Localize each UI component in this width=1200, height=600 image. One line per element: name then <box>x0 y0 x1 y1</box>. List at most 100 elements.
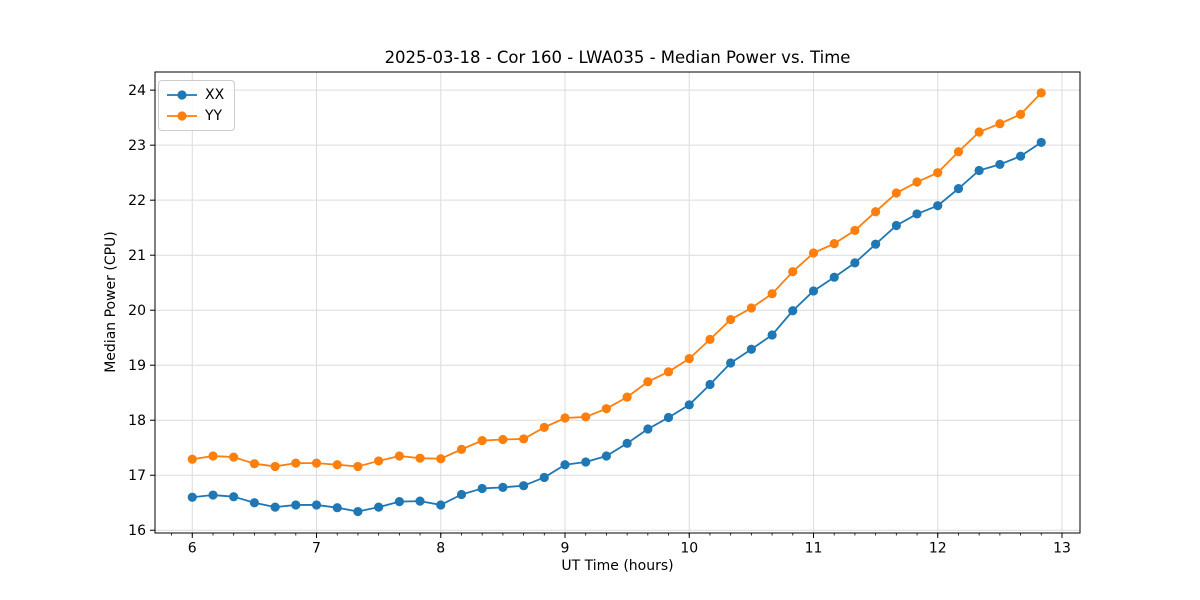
data-point-yy <box>374 456 384 466</box>
data-point-yy <box>912 177 922 187</box>
data-point-xx <box>1016 151 1026 161</box>
y-tick-label: 20 <box>128 303 146 319</box>
y-tick-label: 17 <box>128 468 146 484</box>
y-tick-label: 21 <box>128 248 146 264</box>
data-point-yy <box>498 434 508 445</box>
data-point-yy <box>953 147 964 157</box>
data-point-xx <box>353 506 363 517</box>
data-point-xx <box>829 272 839 282</box>
data-point-xx <box>871 239 881 249</box>
data-point-xx <box>808 286 819 296</box>
data-point-xx <box>560 460 570 470</box>
data-point-yy <box>581 412 591 422</box>
data-point-yy <box>622 392 632 402</box>
data-point-xx <box>788 306 798 316</box>
data-point-yy <box>601 404 611 414</box>
data-point-xx <box>581 457 591 467</box>
data-point-yy <box>871 207 881 217</box>
data-point-yy <box>291 458 301 468</box>
legend-entry-xx: XX <box>166 86 224 104</box>
data-point-xx <box>456 489 467 500</box>
x-tick-label: 11 <box>805 541 823 557</box>
data-point-xx <box>995 159 1005 170</box>
chart-title: 2025-03-18 - Cor 160 - LWA035 - Median P… <box>384 48 851 67</box>
data-point-yy <box>187 454 197 464</box>
series-line-xx <box>191 141 1043 513</box>
data-point-xx <box>684 400 694 410</box>
x-tick-label: 12 <box>929 541 947 557</box>
data-point-yy <box>519 434 529 444</box>
data-point-yy <box>332 460 342 470</box>
y-tick-label: 16 <box>128 523 146 539</box>
y-tick-label: 18 <box>128 413 146 429</box>
data-point-yy <box>850 225 860 236</box>
data-point-yy <box>891 188 901 198</box>
data-point-xx <box>767 330 777 340</box>
data-point-yy <box>933 168 943 178</box>
axes-frame <box>154 71 1081 534</box>
data-point-yy <box>705 334 715 344</box>
data-point-xx <box>436 500 446 510</box>
data-point-xx <box>601 451 611 461</box>
data-point-xx <box>1036 137 1046 148</box>
data-point-xx <box>498 482 508 492</box>
data-point-xx <box>415 496 425 506</box>
data-point-yy <box>663 367 674 377</box>
data-point-xx <box>850 258 860 268</box>
x-tick-label: 6 <box>188 541 197 557</box>
data-point-xx <box>208 490 218 500</box>
data-point-xx <box>622 438 632 448</box>
data-point-yy <box>788 267 798 277</box>
data-point-yy <box>746 303 756 313</box>
data-point-xx <box>477 483 487 494</box>
data-point-xx <box>332 503 342 513</box>
data-point-yy <box>974 127 984 137</box>
y-tick-label: 23 <box>128 138 146 154</box>
y-tick-label: 24 <box>128 83 146 99</box>
data-point-xx <box>394 497 404 507</box>
y-tick-label: 22 <box>128 193 146 209</box>
data-point-yy <box>415 453 425 463</box>
legend-marker-xx <box>167 90 197 100</box>
x-tick-label: 13 <box>1053 541 1071 557</box>
y-tick-label: 19 <box>128 358 146 374</box>
data-point-yy <box>829 239 839 249</box>
data-point-xx <box>311 500 322 510</box>
data-point-xx <box>187 492 197 502</box>
data-point-yy <box>808 248 819 258</box>
legend-label-xx: XX <box>205 87 225 103</box>
data-point-xx <box>643 424 653 434</box>
data-point-xx <box>519 481 529 491</box>
data-point-xx <box>270 502 280 512</box>
data-point-xx <box>746 344 756 354</box>
data-point-xx <box>539 472 549 483</box>
y-axis-label: Median Power (CPU) <box>103 231 119 373</box>
data-point-yy <box>539 422 549 432</box>
data-point-yy <box>270 461 280 472</box>
data-point-xx <box>705 379 715 390</box>
legend-label-yy: YY <box>205 108 223 124</box>
data-point-yy <box>643 377 653 387</box>
data-point-xx <box>249 498 259 508</box>
data-point-xx <box>974 165 984 176</box>
data-point-yy <box>560 413 570 423</box>
data-point-xx <box>291 500 301 510</box>
data-point-xx <box>953 184 964 194</box>
data-point-yy <box>311 458 322 468</box>
data-point-xx <box>726 358 736 368</box>
data-point-xx <box>663 412 674 423</box>
data-point-xx <box>891 220 901 231</box>
data-point-yy <box>995 119 1005 129</box>
x-axis-label: UT Time (hours) <box>561 558 674 574</box>
data-point-yy <box>353 461 363 472</box>
data-point-xx <box>229 492 239 502</box>
data-point-xx <box>933 201 943 211</box>
data-point-yy <box>456 444 467 454</box>
legend: XX YY <box>158 80 236 131</box>
data-point-xx <box>374 502 384 512</box>
data-point-yy <box>1036 88 1046 98</box>
data-point-yy <box>208 451 218 461</box>
data-point-yy <box>477 435 487 446</box>
